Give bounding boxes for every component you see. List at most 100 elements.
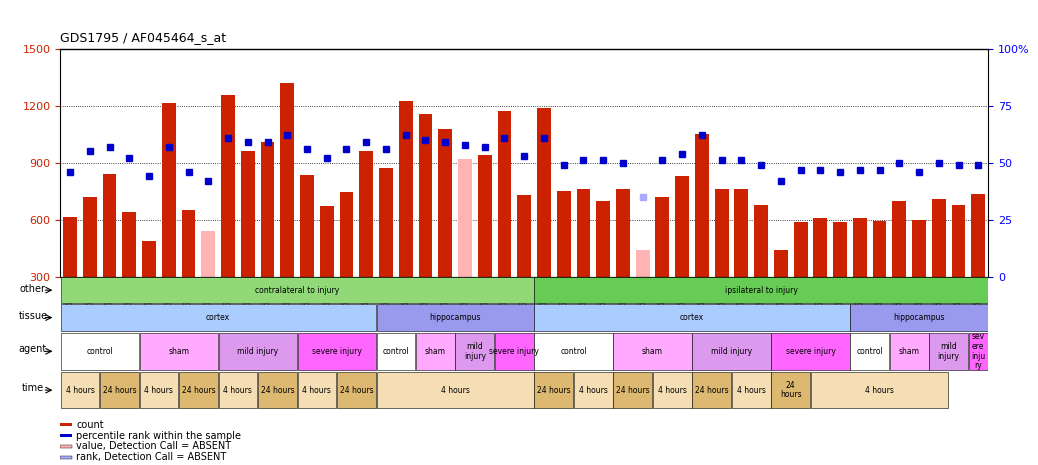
Bar <box>715 189 729 277</box>
Bar <box>873 221 886 277</box>
Bar <box>142 240 156 277</box>
Text: cortex: cortex <box>680 313 704 322</box>
Bar <box>337 372 376 408</box>
Text: 24 hours: 24 hours <box>537 385 571 395</box>
Bar <box>219 333 297 370</box>
Bar <box>535 305 849 331</box>
Bar <box>735 189 748 277</box>
Bar <box>377 372 534 408</box>
Bar <box>968 333 988 370</box>
Text: 4 hours: 4 hours <box>302 385 331 395</box>
Bar <box>517 195 531 277</box>
Bar <box>339 192 353 277</box>
Bar <box>219 372 257 408</box>
Bar <box>60 305 376 331</box>
Bar <box>576 189 591 277</box>
Text: 4 hours: 4 hours <box>65 385 94 395</box>
Text: 24 hours: 24 hours <box>695 385 729 395</box>
Text: mild
injury: mild injury <box>464 342 486 361</box>
Bar <box>495 333 534 370</box>
Bar <box>122 212 136 277</box>
Text: 4 hours: 4 hours <box>441 385 469 395</box>
Bar <box>893 201 906 277</box>
Text: severe injury: severe injury <box>786 347 836 356</box>
Text: 24
hours: 24 hours <box>780 381 801 399</box>
Bar <box>258 372 297 408</box>
Bar <box>438 128 453 277</box>
Text: sham: sham <box>168 347 189 356</box>
Bar <box>60 423 72 426</box>
Bar <box>261 142 274 277</box>
Bar <box>320 206 333 277</box>
Bar <box>695 134 709 277</box>
Bar <box>811 372 949 408</box>
Bar <box>60 445 72 448</box>
Bar <box>655 197 670 277</box>
Bar <box>497 112 512 277</box>
Bar <box>653 372 691 408</box>
Text: sham: sham <box>425 347 446 356</box>
Text: control: control <box>382 347 409 356</box>
Text: 24 hours: 24 hours <box>616 385 650 395</box>
Text: hippocampus: hippocampus <box>894 313 945 322</box>
Text: percentile rank within the sample: percentile rank within the sample <box>77 431 242 440</box>
Text: tissue: tissue <box>19 311 48 321</box>
Bar <box>537 108 551 277</box>
Text: 24 hours: 24 hours <box>182 385 215 395</box>
Text: 4 hours: 4 hours <box>144 385 173 395</box>
Bar <box>834 222 847 277</box>
Bar <box>771 372 810 408</box>
Text: 4 hours: 4 hours <box>579 385 607 395</box>
Text: mild
injury: mild injury <box>937 342 960 361</box>
Text: 24 hours: 24 hours <box>339 385 374 395</box>
Bar <box>850 333 890 370</box>
Text: GDS1795 / AF045464_s_at: GDS1795 / AF045464_s_at <box>60 31 226 44</box>
Bar <box>399 101 413 277</box>
Text: severe injury: severe injury <box>311 347 361 356</box>
Bar <box>180 372 218 408</box>
Bar <box>456 333 494 370</box>
Bar <box>755 205 768 277</box>
Bar <box>814 218 827 277</box>
Bar <box>692 333 770 370</box>
Text: control: control <box>856 347 883 356</box>
Bar <box>535 278 988 303</box>
Text: cortex: cortex <box>207 313 230 322</box>
Bar <box>635 250 650 277</box>
Text: value, Detection Call = ABSENT: value, Detection Call = ABSENT <box>77 441 231 452</box>
Text: other: other <box>20 284 46 294</box>
Bar <box>535 372 573 408</box>
Text: sev
ere
inju
ry: sev ere inju ry <box>972 332 985 370</box>
Bar <box>574 372 612 408</box>
Text: contralateral to injury: contralateral to injury <box>255 286 339 295</box>
Bar <box>280 83 294 277</box>
Text: hippocampus: hippocampus <box>430 313 481 322</box>
Bar <box>139 333 218 370</box>
Bar <box>60 372 100 408</box>
Bar <box>221 95 235 277</box>
Bar <box>83 197 97 277</box>
Text: control: control <box>86 347 113 356</box>
Bar <box>613 372 652 408</box>
Bar <box>241 152 254 277</box>
Text: agent: agent <box>19 344 47 354</box>
Bar <box>613 333 691 370</box>
Bar <box>596 201 610 277</box>
Bar <box>418 114 433 277</box>
Text: rank, Detection Call = ABSENT: rank, Detection Call = ABSENT <box>77 452 226 462</box>
Bar <box>676 176 689 277</box>
Text: 24 hours: 24 hours <box>261 385 294 395</box>
Bar <box>60 333 139 370</box>
Bar <box>972 194 985 277</box>
Bar <box>850 305 988 331</box>
Bar <box>379 168 393 277</box>
Bar <box>890 333 929 370</box>
Text: time: time <box>22 383 44 393</box>
Bar <box>616 189 630 277</box>
Bar <box>458 159 472 277</box>
Bar <box>794 222 808 277</box>
Bar <box>535 333 612 370</box>
Bar <box>162 103 175 277</box>
Bar <box>60 434 72 437</box>
Bar <box>60 278 534 303</box>
